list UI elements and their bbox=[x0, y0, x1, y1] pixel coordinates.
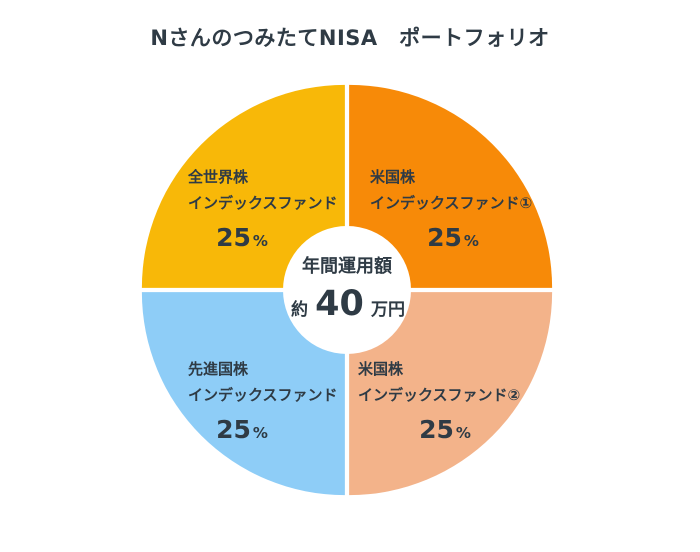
slice-label-name-4: 全世界株 bbox=[187, 168, 249, 186]
center-label: 年間運用額 bbox=[302, 255, 392, 277]
slice-label-name-2: 米国株 bbox=[358, 360, 404, 378]
slice-percent-value-1: 25 bbox=[427, 223, 462, 252]
slice-percent-value-2: 25 bbox=[419, 415, 454, 444]
slice-percent-value-4: 25 bbox=[216, 223, 251, 252]
slice-percent-4: 25% bbox=[216, 223, 268, 252]
slice-percent-3: 25% bbox=[216, 415, 268, 444]
slice-percent-unit-2: % bbox=[456, 424, 471, 442]
chart-title: NさんのつみたてNISA ポートフォリオ bbox=[150, 26, 550, 50]
slice-label-name-1: 米国株 bbox=[370, 168, 416, 186]
center-unit: 万円 bbox=[370, 300, 405, 320]
slice-label-fund-3: インデックスファンド bbox=[188, 386, 338, 404]
center-amount: 40 bbox=[315, 284, 364, 324]
slice-label-fund-4: インデックスファンド bbox=[188, 194, 338, 212]
slice-percent-1: 25% bbox=[427, 223, 479, 252]
slice-percent-unit-4: % bbox=[253, 232, 268, 250]
slice-percent-2: 25% bbox=[419, 415, 471, 444]
slice-label-fund-2: インデックスファンド② bbox=[358, 386, 520, 404]
slice-label-fund-1: インデックスファンド① bbox=[370, 194, 532, 212]
pie-slice-4 bbox=[141, 84, 345, 288]
center-hole bbox=[283, 226, 411, 354]
pie-slices bbox=[141, 84, 553, 496]
center-prefix: 約 bbox=[291, 299, 308, 320]
slice-percent-unit-1: % bbox=[464, 232, 479, 250]
pie-slice-2 bbox=[349, 292, 553, 496]
slice-percent-value-3: 25 bbox=[216, 415, 251, 444]
slice-label-name-3: 先進国株 bbox=[188, 360, 249, 378]
pie-slice-3 bbox=[141, 292, 345, 496]
pie-slice-1 bbox=[349, 84, 553, 288]
slice-percent-unit-3: % bbox=[253, 424, 268, 442]
center-amount-line: 約 40 万円 bbox=[291, 284, 405, 324]
